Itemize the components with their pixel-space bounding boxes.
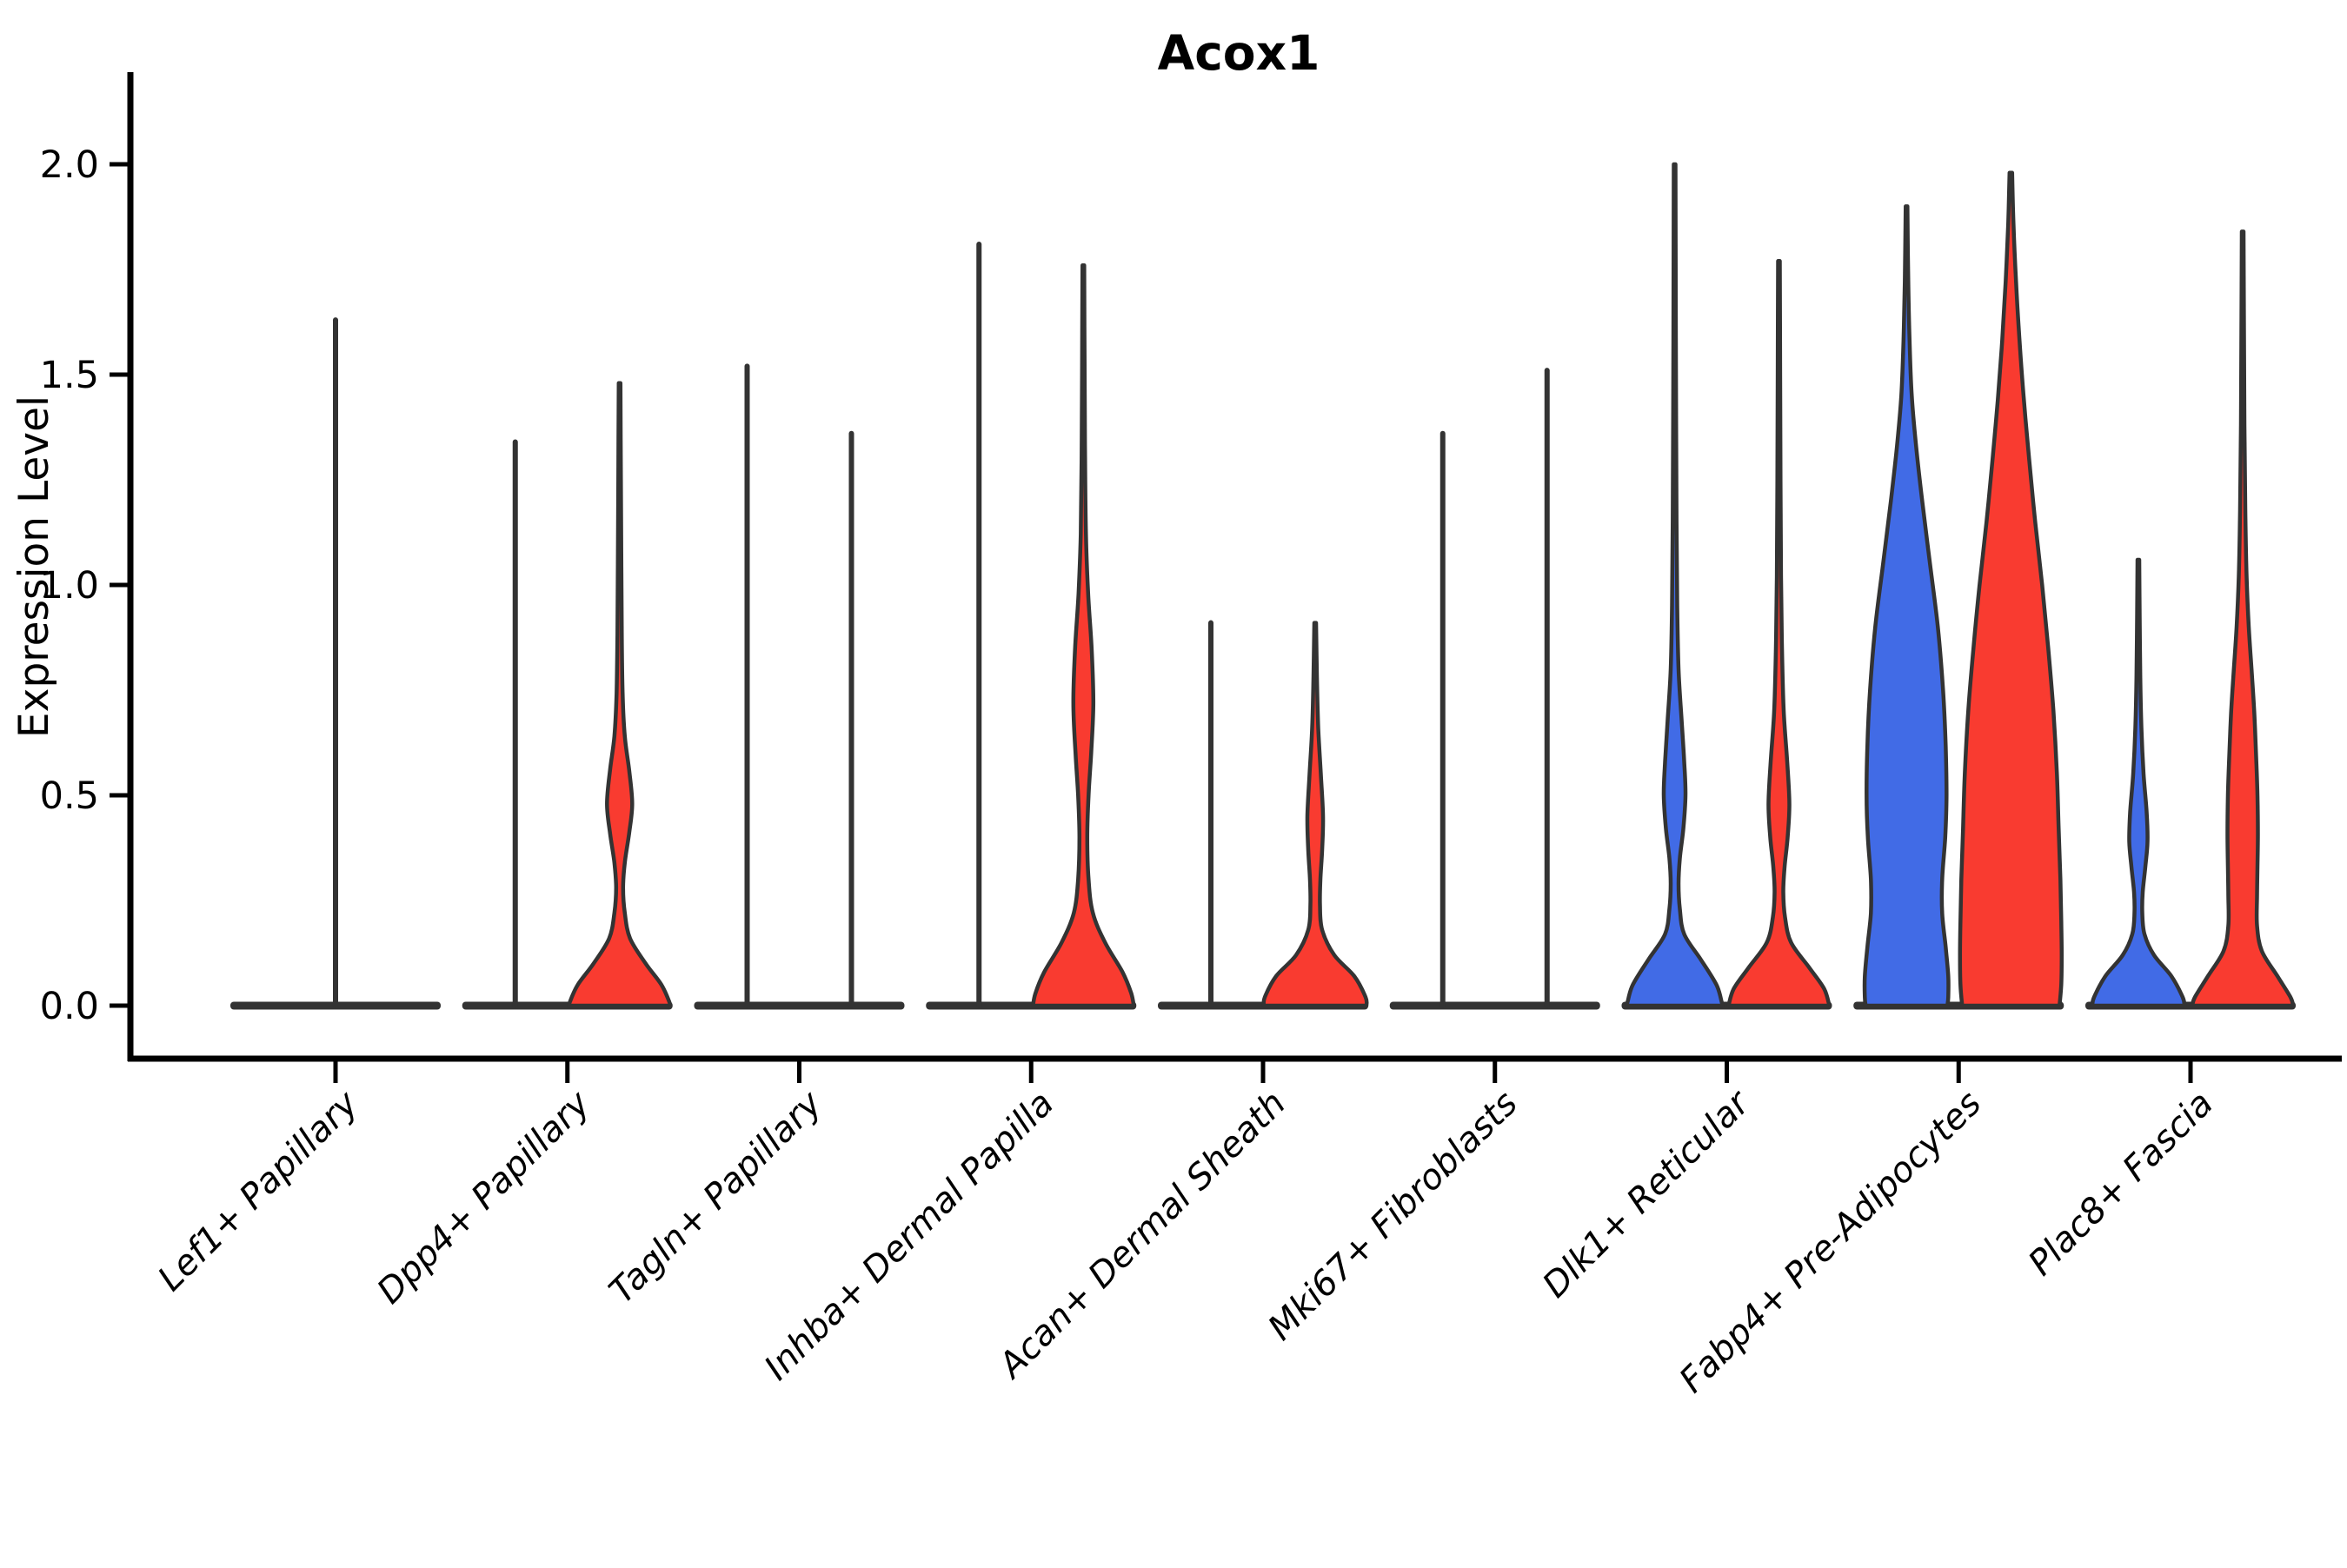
x-tick-label-2: Tagln+ Papillary [602, 1083, 830, 1312]
violin-layer [230, 162, 2296, 1010]
y-tick-label-0: 0.0 [40, 985, 99, 1028]
violin-fabp4-pre-adipocytes-right [1958, 170, 2064, 1008]
y-axis-label: Expression Level [10, 395, 58, 738]
violin-plac8-fascia-right [2190, 229, 2296, 1008]
violin-dpp4-papillary-right [567, 381, 673, 1008]
y-tick-label-1: 0.5 [40, 774, 99, 818]
violin-acan-dermal-sheath-right [1261, 621, 1369, 1008]
x-tick-label-0: Lef1+ Papillary [150, 1083, 367, 1299]
zero-baseline-bar-tagln-papillary [694, 1001, 905, 1010]
y-tick-label-3: 1.5 [40, 354, 99, 397]
violin-group-plac8-fascia [2085, 229, 2296, 1010]
violin-plac8-fascia-left [2090, 557, 2187, 1008]
x-tick-label-6: Dlk1+ Reticular [1535, 1082, 1759, 1306]
violin-group-acan-dermal-sheath [1158, 620, 1369, 1010]
violin-group-lef1-papillary [230, 317, 441, 1010]
violin-group-inhba-dermal-papilla [926, 241, 1137, 1010]
violin-fabp4-pre-adipocytes-left [1862, 204, 1951, 1008]
violin-dlk1-reticular-left [1625, 162, 1725, 1008]
x-tick-label-8: Plac8+ Fascia [2021, 1084, 2221, 1284]
x-tick-label-5: Mki67+ Fibroblasts [1260, 1084, 1526, 1349]
y-tick-label-2: 1.0 [40, 564, 99, 608]
violin-group-dlk1-reticular [1621, 162, 1832, 1010]
violin-group-dpp4-papillary [462, 381, 673, 1010]
y-tick-label-4: 2.0 [40, 143, 99, 187]
violin-group-mki67-fibroblasts [1389, 368, 1600, 1010]
violin-inhba-dermal-papilla-right [1031, 262, 1136, 1008]
violin-dlk1-reticular-right [1726, 259, 1832, 1008]
x-tick-label-1: Dpp4+ Papillary [369, 1083, 598, 1312]
chart-title: Acox1 [1158, 25, 1320, 81]
violin-group-fabp4-pre-adipocytes [1853, 170, 2064, 1010]
violin-group-tagln-papillary [694, 363, 905, 1010]
zero-baseline-bar-mki67-fibroblasts [1389, 1001, 1600, 1010]
